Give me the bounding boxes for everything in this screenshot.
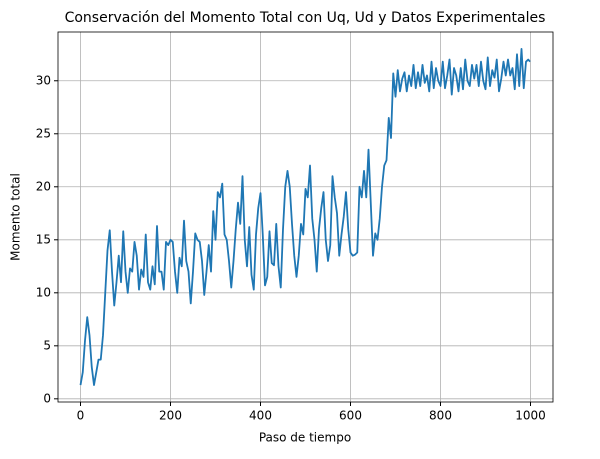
x-tick-label: 400 <box>249 409 272 423</box>
y-tick-label: 30 <box>36 73 51 87</box>
y-tick-label: 20 <box>36 179 51 193</box>
y-tick-label: 10 <box>36 285 51 299</box>
x-tick-label: 600 <box>339 409 362 423</box>
y-tick-label: 5 <box>43 338 51 352</box>
plot-frame <box>57 31 554 403</box>
x-tick-label: 0 <box>77 409 85 423</box>
chart-title: Conservación del Momento Total con Uq, U… <box>65 10 546 26</box>
x-tick-label: 1000 <box>515 409 546 423</box>
y-tick-label: 25 <box>36 126 51 140</box>
x-axis-label: Paso de tiempo <box>259 431 351 445</box>
y-tick-label: 0 <box>43 391 51 405</box>
data-line <box>79 48 531 386</box>
x-tick-label: 800 <box>429 409 452 423</box>
y-axis-label: Momento total <box>9 173 23 261</box>
x-tick-label: 200 <box>159 409 182 423</box>
y-tick-label: 15 <box>36 232 51 246</box>
